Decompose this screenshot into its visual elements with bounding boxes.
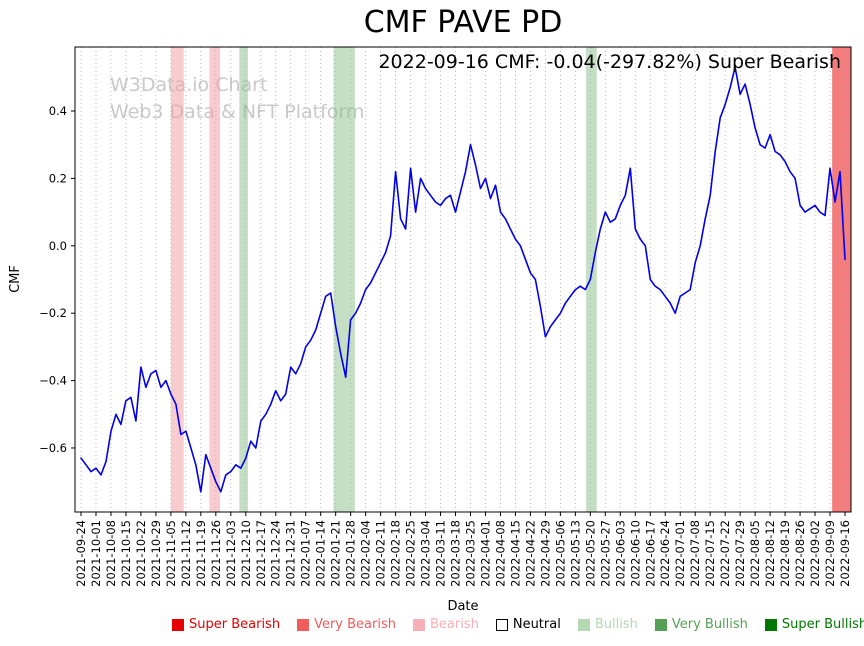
legend-label: Very Bullish xyxy=(671,617,748,632)
page-title: CMF PAVE PD xyxy=(363,5,563,40)
legend-item-super-bearish: Super Bearish xyxy=(172,617,280,632)
x-tick-label: 2022-05-27 xyxy=(598,520,612,587)
y-tick-label: −0.4 xyxy=(39,374,67,388)
cmf-annotation: 2022-09-16 CMF: -0.04(-297.82%) Super Be… xyxy=(378,51,841,73)
legend-label: Super Bullish xyxy=(781,617,864,632)
x-tick-label: 2022-09-16 xyxy=(838,520,852,587)
x-tick-label: 2021-12-10 xyxy=(239,520,253,587)
x-tick-label: 2021-10-15 xyxy=(119,520,133,587)
legend-item-bullish: Bullish xyxy=(577,617,638,632)
band-very-bearish xyxy=(832,47,851,512)
legend-label: Very Bearish xyxy=(314,617,396,632)
legend-swatch-icon xyxy=(172,618,184,631)
x-tick-label: 2021-11-26 xyxy=(209,520,223,587)
band-bearish xyxy=(170,47,184,512)
legend-item-very-bullish: Very Bullish xyxy=(654,617,748,632)
x-tick-label: 2021-11-19 xyxy=(194,520,208,587)
legend-label: Bullish xyxy=(594,617,638,632)
y-axis-label: CMF xyxy=(8,265,23,293)
band-bullish xyxy=(333,47,355,512)
cmf-line xyxy=(80,66,846,493)
band-bullish xyxy=(586,47,597,512)
x-tick-label: 2022-07-01 xyxy=(673,520,687,587)
cmf-line-plot: 2021-09-24 2021-10-01 2021-10-08 2021-10-15… xyxy=(39,46,852,587)
x-tick-label: 2021-10-22 xyxy=(134,520,148,587)
band-bullish xyxy=(239,47,248,512)
x-tick-label: 2022-03-11 xyxy=(434,520,448,587)
x-tick-label: 2022-04-22 xyxy=(523,520,537,587)
x-tick-label: 2022-03-04 xyxy=(419,520,433,587)
x-tick-label: 2022-04-15 xyxy=(508,520,522,587)
x-tick-label: 2021-12-03 xyxy=(224,520,238,587)
sentiment-legend: Super Bearish Very Bearish Bearish Neutral B… xyxy=(172,617,864,632)
legend-swatch-icon xyxy=(412,618,425,631)
watermark-line1: W3Data.io Chart xyxy=(110,74,268,96)
x-tick-label: 2022-07-08 xyxy=(688,520,702,587)
y-tick-label: −0.6 xyxy=(39,441,67,455)
legend-swatch-icon xyxy=(297,618,310,631)
x-tick-label: 2022-08-26 xyxy=(793,520,807,587)
x-tick-label: 2022-01-07 xyxy=(299,520,313,587)
x-tick-label: 2022-07-15 xyxy=(703,520,717,587)
legend-swatch-icon xyxy=(577,618,590,631)
x-tick-label: 2022-03-18 xyxy=(449,520,463,587)
x-tick-label: 2021-11-12 xyxy=(179,520,193,587)
legend-item-bearish: Bearish xyxy=(412,617,479,632)
x-tick-label: 2022-06-03 xyxy=(613,520,627,587)
x-tick-label: 2022-05-13 xyxy=(568,520,582,587)
x-tick-label: 2021-12-17 xyxy=(254,520,268,587)
x-tick-label: 2022-01-28 xyxy=(344,520,358,587)
x-tick-label: 2022-06-17 xyxy=(643,520,657,587)
x-tick-label: 2022-06-10 xyxy=(628,520,642,587)
x-axis-label: Date xyxy=(447,599,479,614)
legend-swatch-icon xyxy=(764,618,777,631)
x-tick-label: 2022-01-21 xyxy=(329,520,343,587)
x-tick-label: 2022-09-02 xyxy=(808,520,822,587)
x-tick-label: 2022-05-06 xyxy=(553,520,567,587)
x-tick-label: 2022-08-19 xyxy=(778,520,792,587)
x-tick-label: 2022-04-01 xyxy=(478,520,492,587)
x-tick-label: 2022-08-12 xyxy=(763,520,777,587)
legend-item-very-bearish: Very Bearish xyxy=(297,617,396,632)
legend-label: Bearish xyxy=(429,617,479,632)
x-tick-label: 2021-09-24 xyxy=(74,520,88,587)
x-tick-label: 2021-12-31 xyxy=(284,520,298,587)
x-tick-label: 2022-07-22 xyxy=(718,520,732,587)
x-tick-label: 2021-11-05 xyxy=(164,520,178,587)
band-bearish xyxy=(209,47,221,512)
y-tick-label: 0.0 xyxy=(49,239,67,253)
x-tick-label: 2021-10-29 xyxy=(149,520,163,587)
x-tick-label: 2022-04-08 xyxy=(493,520,507,587)
x-tick-label: 2022-06-24 xyxy=(658,520,672,587)
x-tick-label: 2021-10-08 xyxy=(104,520,118,587)
x-tick-label: 2022-07-29 xyxy=(733,520,747,587)
x-tick-label: 2022-05-20 xyxy=(583,520,597,587)
plot-border xyxy=(74,46,852,513)
x-tick-label: 2022-02-11 xyxy=(374,520,388,587)
y-tick-label: −0.2 xyxy=(39,306,67,320)
legend-swatch-icon xyxy=(654,618,667,631)
y-tick-label: 0.2 xyxy=(49,171,67,185)
x-tick-label: 2022-01-14 xyxy=(314,520,328,587)
x-tick-label: 2022-09-09 xyxy=(823,520,837,587)
x-tick-label: 2022-02-04 xyxy=(359,520,373,587)
x-tick-label: 2021-10-01 xyxy=(89,520,103,587)
legend-item-super-bullish: Super Bullish xyxy=(764,617,864,632)
x-tick-label: 2022-04-29 xyxy=(538,520,552,587)
x-tick-label: 2022-03-25 xyxy=(463,520,477,587)
x-tick-label: 2022-08-05 xyxy=(748,520,762,587)
legend-swatch-icon xyxy=(495,618,508,631)
legend-label: Neutral xyxy=(512,617,561,632)
x-tick-label: 2021-12-24 xyxy=(269,520,283,587)
legend-item-neutral: Neutral xyxy=(495,617,561,632)
x-tick-label: 2022-02-18 xyxy=(389,520,403,587)
y-tick-label: 0.4 xyxy=(49,104,67,118)
legend-label: Super Bearish xyxy=(189,617,281,632)
x-tick-label: 2022-02-25 xyxy=(404,520,418,587)
